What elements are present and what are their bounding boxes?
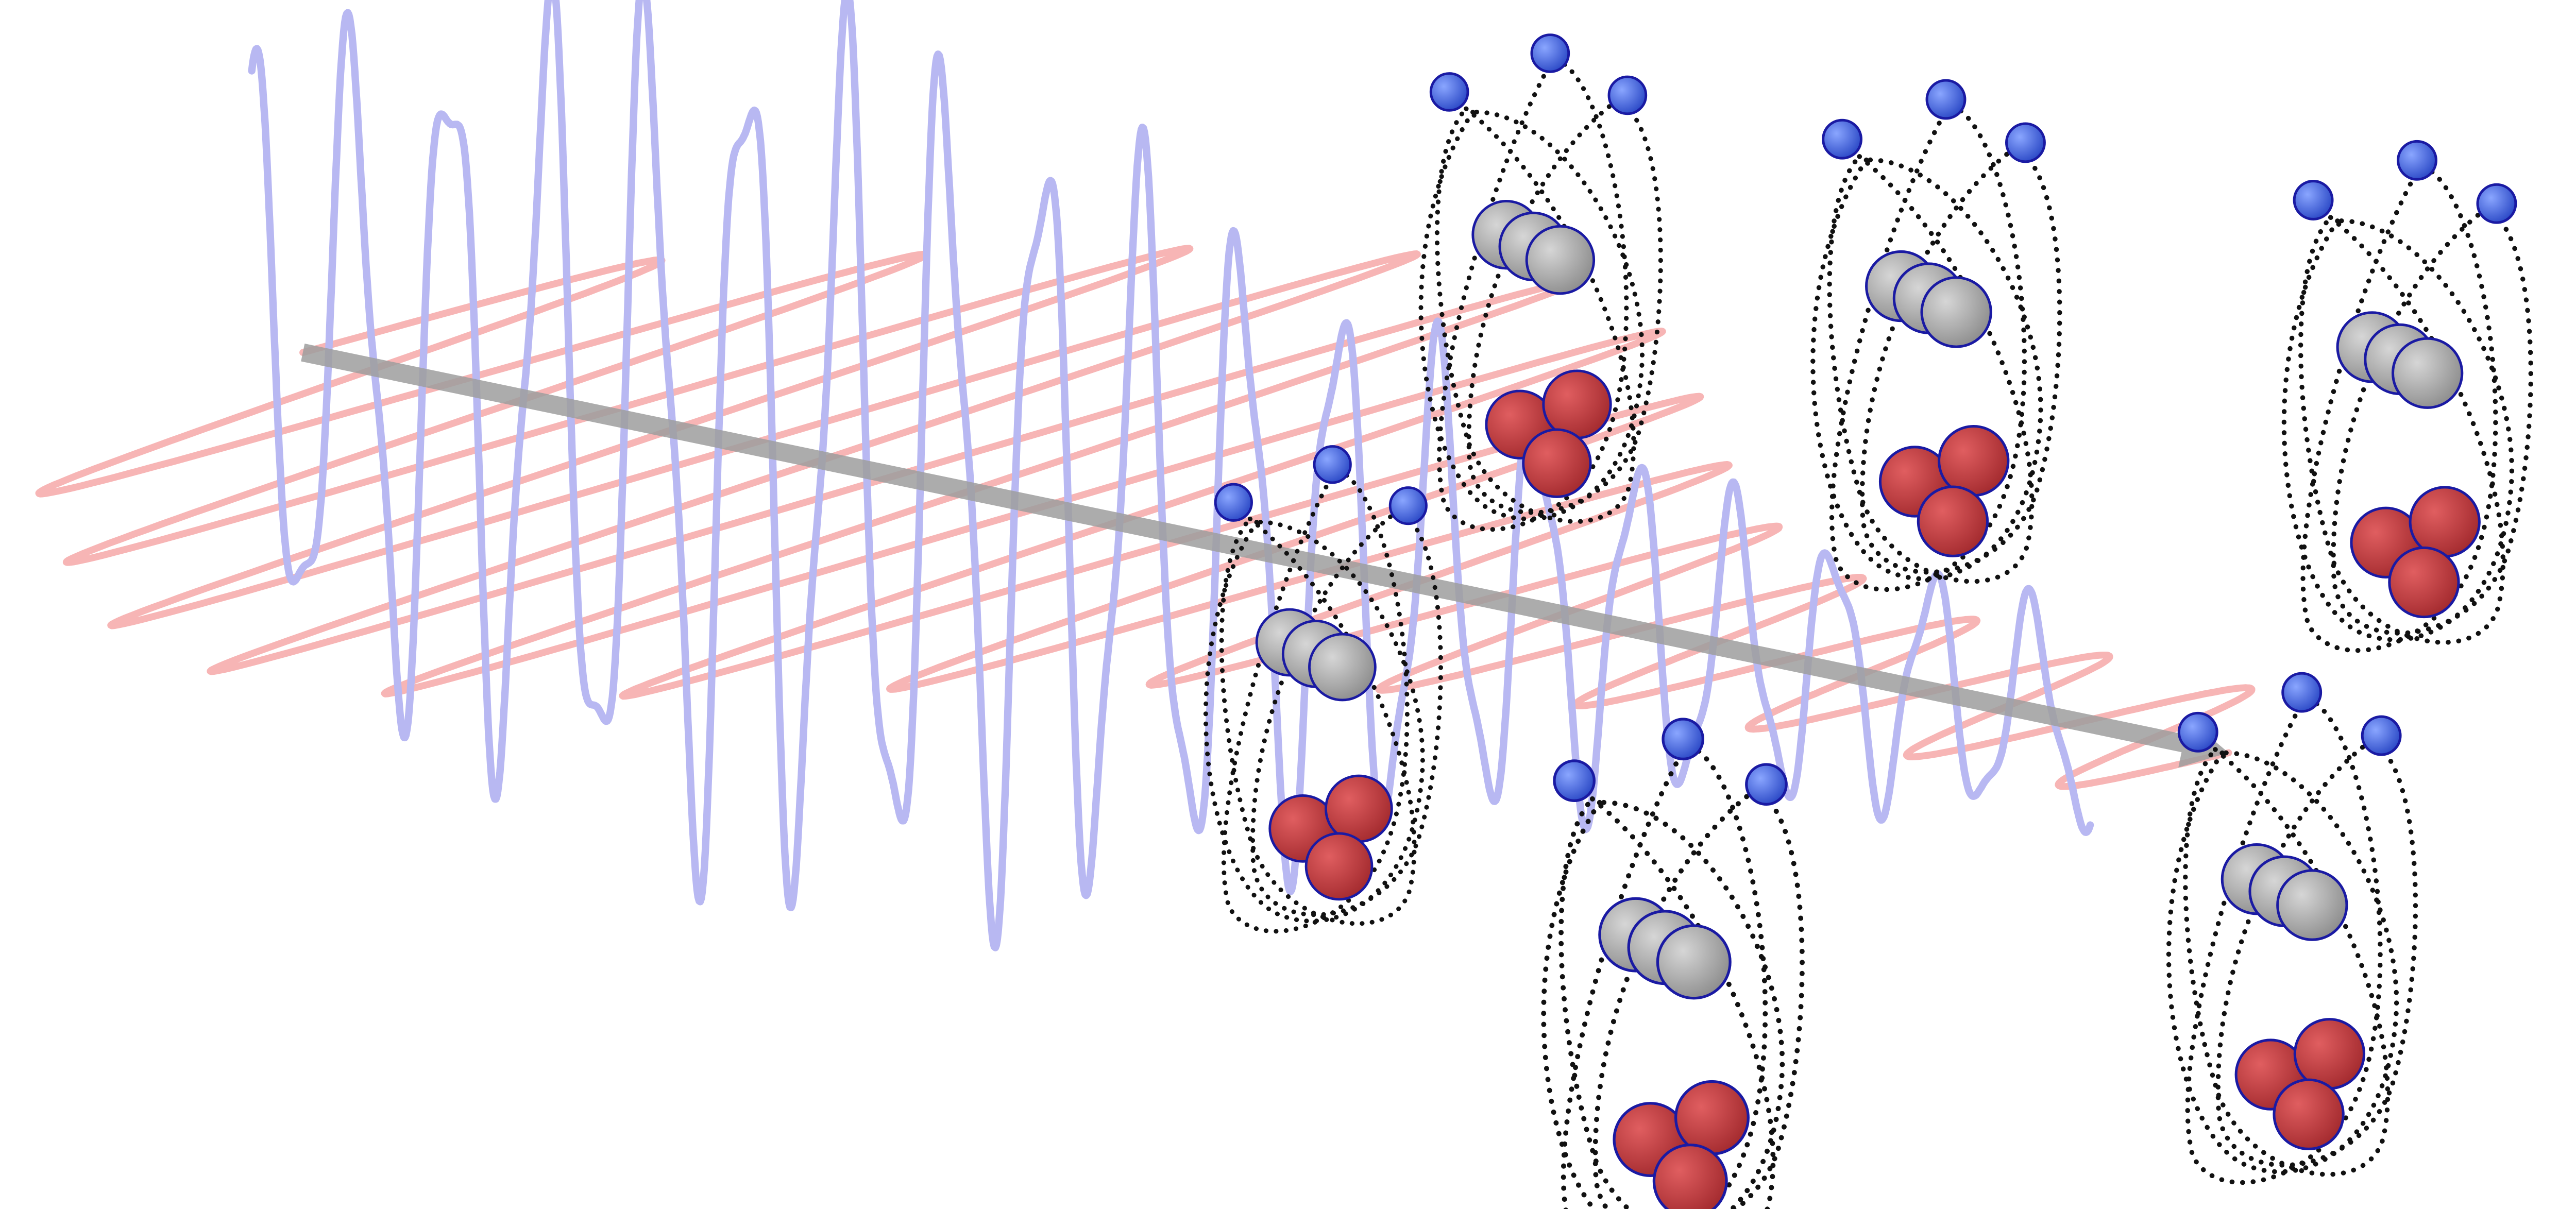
proton <box>2293 1018 2366 1090</box>
electron-orbit <box>2183 746 2391 1177</box>
electron-orbit <box>1810 157 2043 582</box>
electron-orbit <box>1221 467 1410 934</box>
electron-orbit <box>2215 738 2418 1168</box>
electron <box>2361 715 2402 756</box>
proton <box>1304 832 1374 901</box>
vertical-wave <box>248 0 2094 951</box>
electron <box>1388 486 1428 525</box>
electron <box>2397 140 2437 181</box>
electron-orbit <box>1829 101 2027 592</box>
electron-orbit <box>2300 162 2498 653</box>
electron <box>2293 180 2334 220</box>
electron <box>1745 763 1788 806</box>
neutron <box>1308 633 1377 702</box>
atom-1 <box>1203 445 1443 934</box>
proton <box>1917 485 1989 557</box>
electron-orbit <box>2185 694 2383 1185</box>
proton <box>1652 1143 1728 1209</box>
electron-orbit <box>2298 214 2505 645</box>
electron <box>2476 183 2517 224</box>
electron <box>2177 711 2218 753</box>
electron <box>1662 718 1705 761</box>
neutron <box>1920 276 1992 348</box>
electron-orbit <box>1418 109 1645 521</box>
electron-orbit <box>1827 153 2035 584</box>
neutron <box>2391 337 2464 409</box>
proton <box>1542 369 1612 439</box>
electron <box>1313 445 1352 484</box>
electron-orbit <box>2281 218 2515 642</box>
atom-6 <box>2281 140 2533 653</box>
proton <box>1325 774 1393 843</box>
electron-orbit <box>1860 145 2062 575</box>
electron-orbit <box>1561 741 1768 1209</box>
electron <box>1530 33 1570 73</box>
electron <box>1214 483 1253 522</box>
electron <box>1553 759 1596 802</box>
neutron <box>1656 924 1732 1000</box>
neutron <box>1525 225 1596 295</box>
atom-2 <box>1418 33 1663 532</box>
electron <box>2005 122 2046 163</box>
electron <box>1925 79 1967 120</box>
electron-orbit <box>1434 105 1636 524</box>
electron-orbit <box>1437 55 1629 532</box>
atom-3 <box>1810 79 2062 592</box>
proton <box>1674 1080 1750 1155</box>
proton <box>2409 486 2481 558</box>
atom-5 <box>2166 672 2418 1185</box>
neutron <box>2276 869 2348 941</box>
electron-orbit <box>2166 750 2399 1174</box>
electron-orbit <box>1219 516 1417 926</box>
electron <box>1607 75 1648 115</box>
electron <box>2281 672 2323 713</box>
proton <box>2388 546 2460 619</box>
electron-orbit <box>1558 795 1776 1209</box>
proton <box>1938 425 2010 497</box>
atom-4 <box>1541 718 1805 1209</box>
electron-orbit <box>2331 206 2533 636</box>
proton <box>2273 1078 2345 1150</box>
atoms <box>1203 33 2533 1209</box>
electron-orbit <box>1203 520 1425 924</box>
electron <box>1822 118 1863 160</box>
electron <box>1429 72 1469 112</box>
proton <box>1522 428 1592 498</box>
